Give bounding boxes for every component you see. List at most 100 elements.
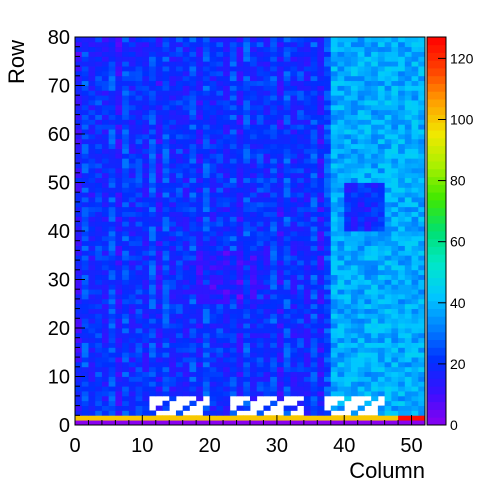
heatmap-cell bbox=[411, 400, 419, 406]
heatmap-cell bbox=[263, 41, 271, 48]
heatmap-cell bbox=[324, 381, 332, 387]
heatmap-cell bbox=[155, 313, 163, 319]
heatmap-cell bbox=[243, 289, 251, 295]
heatmap-cell bbox=[196, 197, 204, 203]
heatmap-cell bbox=[377, 381, 386, 387]
heatmap-cell bbox=[169, 361, 177, 368]
heatmap-cell bbox=[88, 357, 96, 363]
heatmap-cell bbox=[398, 361, 406, 368]
heatmap-cell bbox=[384, 371, 392, 377]
heatmap-cell bbox=[391, 129, 399, 135]
heatmap-cell bbox=[371, 206, 379, 212]
heatmap-cell bbox=[229, 56, 237, 62]
heatmap-cell bbox=[108, 56, 116, 62]
heatmap-cell bbox=[128, 177, 136, 183]
heatmap-cell bbox=[411, 95, 419, 101]
heatmap-cell bbox=[270, 41, 278, 48]
heatmap-cell bbox=[189, 85, 197, 91]
heatmap-cell bbox=[162, 264, 170, 271]
heatmap-cell bbox=[310, 153, 318, 159]
heatmap-cell bbox=[189, 172, 197, 179]
heatmap-cell bbox=[81, 255, 89, 261]
heatmap-cell bbox=[189, 119, 197, 125]
heatmap-cell bbox=[350, 240, 359, 246]
heatmap-cell bbox=[276, 294, 285, 300]
heatmap-cell bbox=[196, 226, 204, 232]
heatmap-cell bbox=[371, 395, 379, 402]
heatmap-cell bbox=[108, 104, 116, 111]
heatmap-cell bbox=[391, 415, 399, 421]
heatmap-cell bbox=[101, 187, 110, 193]
heatmap-cell bbox=[216, 221, 224, 227]
heatmap-cell bbox=[404, 104, 412, 111]
heatmap-cell bbox=[324, 182, 332, 188]
heatmap-cell bbox=[243, 245, 251, 251]
heatmap-cell bbox=[175, 201, 184, 208]
heatmap-cell bbox=[344, 279, 352, 285]
heatmap-cell bbox=[142, 56, 150, 62]
colorbar-segment bbox=[427, 223, 446, 232]
heatmap-cell bbox=[303, 100, 311, 106]
heatmap-cell bbox=[364, 371, 372, 377]
heatmap-cell bbox=[209, 80, 217, 86]
heatmap-cell bbox=[128, 182, 136, 188]
heatmap-cell bbox=[142, 182, 150, 188]
heatmap-cell bbox=[270, 240, 278, 246]
heatmap-cell bbox=[101, 400, 110, 406]
heatmap-cell bbox=[418, 235, 426, 242]
heatmap-cell bbox=[283, 318, 291, 324]
heatmap-cell bbox=[108, 95, 116, 101]
heatmap-cell bbox=[391, 269, 399, 276]
heatmap-cell bbox=[364, 250, 372, 256]
heatmap-cell bbox=[75, 177, 83, 183]
heatmap-cell bbox=[398, 264, 406, 271]
heatmap-cell bbox=[330, 279, 338, 285]
heatmap-cell bbox=[155, 231, 163, 237]
heatmap-cell bbox=[122, 90, 130, 96]
heatmap-cell bbox=[350, 182, 359, 188]
heatmap-cell bbox=[384, 361, 392, 368]
heatmap-cell bbox=[357, 206, 365, 212]
heatmap-cell bbox=[276, 70, 285, 77]
heatmap-cell bbox=[236, 371, 244, 377]
heatmap-cell bbox=[263, 231, 271, 237]
heatmap-cell bbox=[330, 163, 338, 169]
heatmap-cell bbox=[337, 61, 345, 67]
heatmap-cell bbox=[223, 206, 231, 212]
heatmap-cell bbox=[391, 391, 399, 397]
heatmap-cell bbox=[350, 226, 359, 232]
heatmap-cell bbox=[128, 298, 136, 305]
heatmap-cell bbox=[270, 37, 278, 43]
heatmap-cell bbox=[324, 347, 332, 353]
heatmap-cell bbox=[297, 187, 305, 193]
heatmap-cell bbox=[411, 313, 419, 319]
heatmap-cell bbox=[229, 303, 237, 309]
heatmap-cell bbox=[149, 182, 157, 188]
heatmap-cell bbox=[310, 342, 318, 348]
heatmap-cell bbox=[142, 420, 150, 426]
heatmap-cell bbox=[108, 138, 116, 145]
heatmap-cell bbox=[276, 221, 285, 227]
heatmap-cell bbox=[81, 124, 89, 130]
heatmap-cell bbox=[135, 153, 143, 159]
heatmap-cell bbox=[202, 269, 211, 276]
heatmap-cell bbox=[81, 163, 89, 169]
heatmap-cell bbox=[324, 172, 332, 179]
heatmap-cell bbox=[377, 308, 386, 314]
heatmap-cell bbox=[350, 361, 359, 368]
heatmap-cell bbox=[75, 250, 83, 256]
heatmap-cell bbox=[411, 226, 419, 232]
heatmap-cell bbox=[162, 269, 170, 276]
heatmap-cell bbox=[243, 134, 251, 140]
heatmap-cell bbox=[250, 95, 258, 101]
heatmap-cell bbox=[404, 51, 412, 57]
heatmap-cell bbox=[344, 269, 352, 276]
heatmap-cell bbox=[357, 391, 365, 397]
heatmap-cell bbox=[250, 303, 258, 309]
heatmap-cell bbox=[357, 85, 365, 91]
heatmap-cell bbox=[236, 226, 244, 232]
heatmap-cell bbox=[122, 85, 130, 91]
heatmap-cell bbox=[350, 85, 359, 91]
colorbar-segment bbox=[427, 277, 446, 286]
heatmap-cell bbox=[209, 381, 217, 387]
